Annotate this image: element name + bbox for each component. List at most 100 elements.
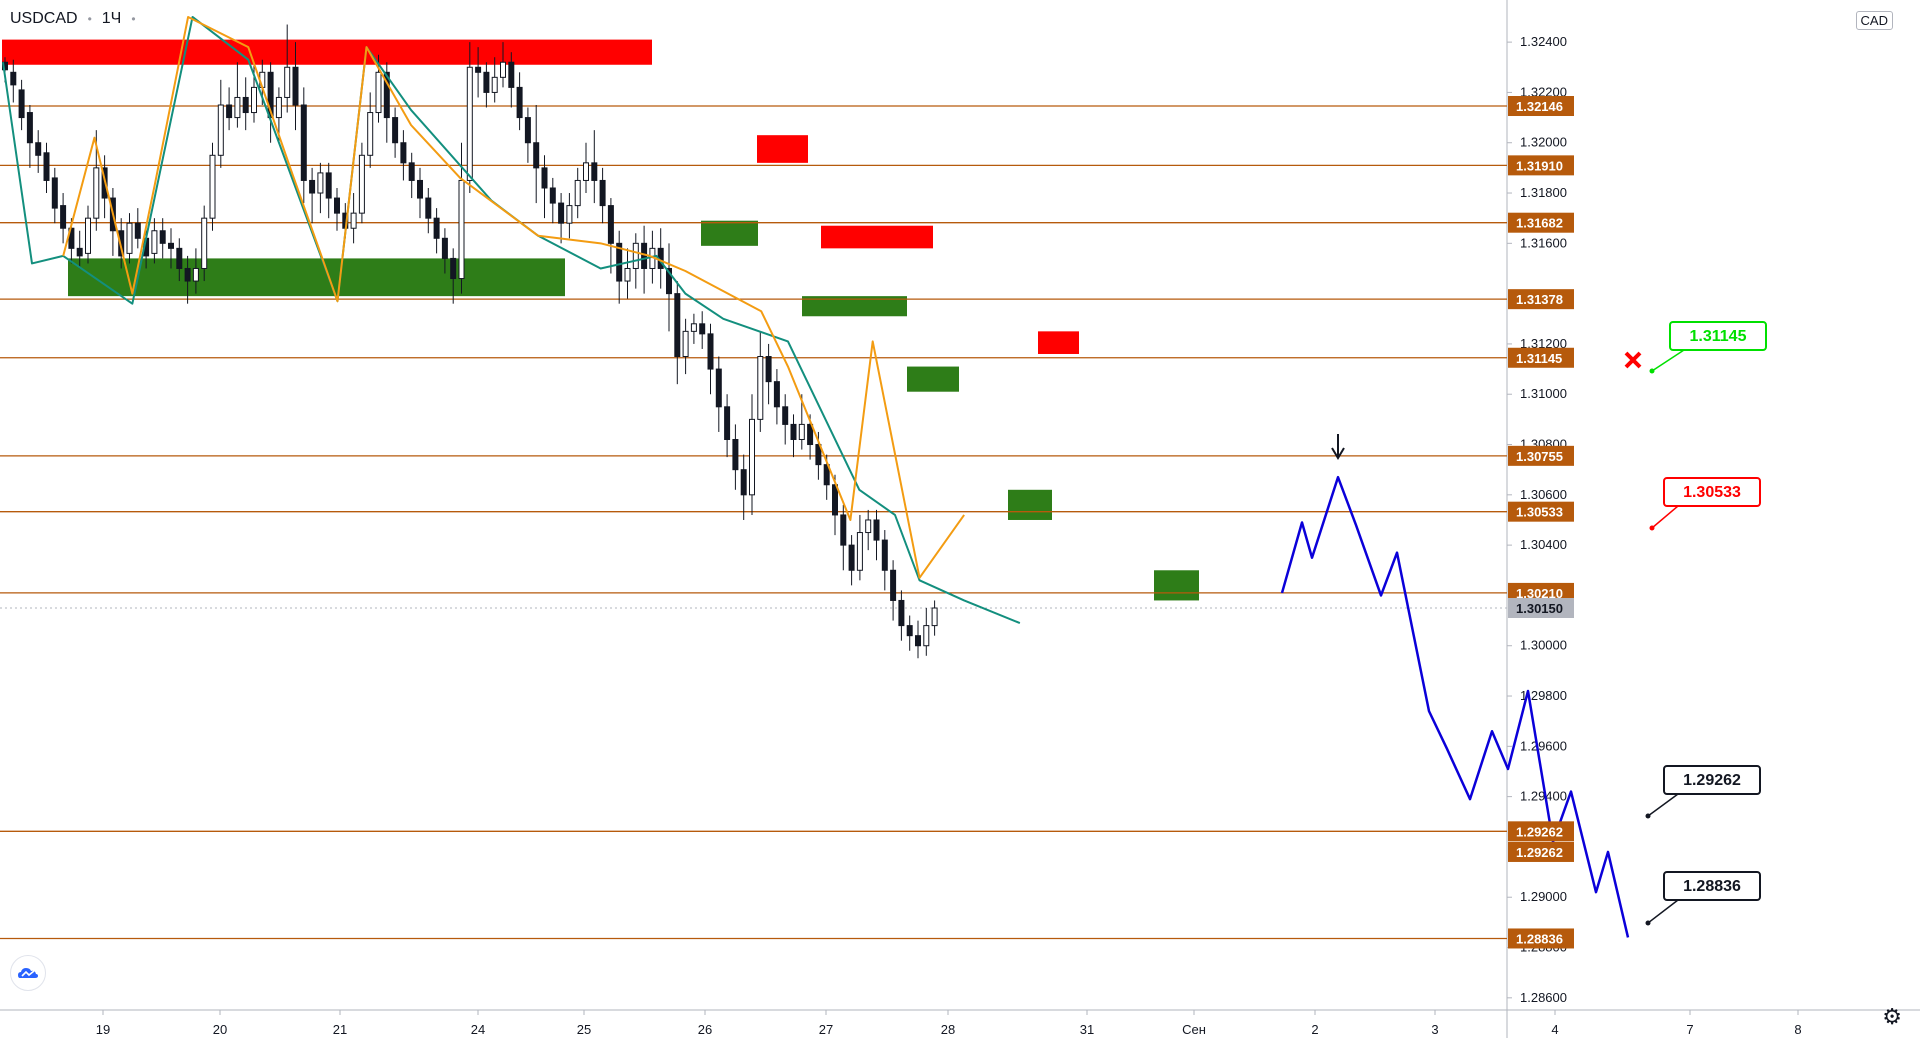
- candle-body: [823, 464, 830, 486]
- candle: [483, 62, 490, 108]
- support-zone: [907, 366, 959, 392]
- candle: [607, 198, 614, 274]
- candle: [715, 356, 722, 432]
- cloud-icon: [18, 968, 38, 978]
- candle-body: [491, 76, 498, 93]
- candle: [790, 414, 797, 458]
- candle-body: [93, 167, 100, 219]
- candle: [583, 142, 589, 194]
- candle: [292, 42, 299, 131]
- candle: [558, 193, 565, 244]
- candle: [134, 208, 141, 249]
- candle-body: [674, 293, 681, 357]
- candle: [408, 152, 415, 199]
- callout-pointer: [1647, 793, 1679, 817]
- candle: [441, 228, 448, 274]
- level-price-label-bg: [1508, 501, 1574, 522]
- x-tick-label: 3: [1431, 1022, 1438, 1037]
- candle-body: [923, 625, 930, 647]
- callout-label: 1.31145: [1690, 328, 1747, 345]
- level-price-label: 1.30533: [1508, 501, 1574, 522]
- x-tick-label: 24: [471, 1022, 485, 1037]
- candle-body: [715, 368, 722, 408]
- callout-pointer: [1647, 899, 1679, 924]
- x-tick-label: 4: [1551, 1022, 1558, 1037]
- candle-body: [151, 230, 158, 254]
- candle-body: [773, 381, 780, 408]
- candle-body: [881, 539, 888, 571]
- level-price-label-text: 1.31145: [1516, 351, 1562, 366]
- interval-label[interactable]: 1Ч: [101, 10, 122, 27]
- candle: [309, 167, 316, 224]
- candle-body: [10, 71, 17, 86]
- candle: [516, 72, 523, 131]
- candle: [85, 205, 91, 264]
- candle-body: [566, 205, 573, 224]
- level-price-label-bg: [1508, 96, 1574, 117]
- callout-box: [1663, 477, 1761, 507]
- candle: [890, 560, 897, 621]
- symbol-header[interactable]: USDCAD • 1Ч •: [10, 10, 136, 28]
- level-price-label: 1.30210: [1508, 582, 1574, 603]
- candle: [782, 394, 789, 445]
- candle-body: [159, 230, 166, 244]
- tradingview-logo[interactable]: [10, 955, 46, 991]
- candle: [433, 208, 440, 254]
- last-price-label-text: 1.30150: [1516, 601, 1563, 616]
- candle-body: [707, 333, 714, 370]
- candle: [425, 187, 432, 234]
- candle-body: [749, 418, 755, 496]
- level-price-label-text: 1.30533: [1516, 505, 1563, 520]
- close-icon: [1624, 351, 1642, 369]
- candle: [126, 213, 133, 264]
- price-callout: 1.29262: [1645, 765, 1761, 819]
- candle-body: [51, 177, 58, 209]
- candle-body: [483, 71, 490, 93]
- candle: [18, 79, 25, 131]
- candle: [192, 248, 199, 294]
- y-tick-label: 1.30600: [1520, 487, 1567, 502]
- candle: [666, 243, 672, 332]
- candle-body: [275, 96, 282, 119]
- candle-body: [508, 61, 515, 88]
- level-price-label-bg: [1508, 155, 1574, 176]
- candle-body: [583, 162, 589, 181]
- last-price-label-bg: [1508, 598, 1574, 618]
- candle: [524, 107, 531, 163]
- y-tick-label: 1.28600: [1520, 990, 1567, 1005]
- y-tick-label: 1.30400: [1520, 537, 1567, 552]
- candle-body: [599, 179, 606, 207]
- candle: [234, 62, 241, 128]
- candle-body: [60, 205, 67, 229]
- resistance-zone: [1038, 331, 1079, 354]
- y-tick-label: 1.31200: [1520, 336, 1567, 351]
- currency-badge[interactable]: CAD: [1855, 11, 1893, 30]
- candle: [60, 193, 67, 244]
- gear-icon[interactable]: ⚙: [1882, 1004, 1902, 1029]
- level-price-label: 1.31145: [1508, 347, 1574, 368]
- callout-box: [1663, 871, 1761, 901]
- candle-body: [201, 217, 208, 269]
- separator-dot-2: •: [131, 12, 136, 26]
- support-zone: [802, 296, 907, 317]
- candle: [699, 311, 706, 349]
- resistance-zone: [821, 225, 933, 249]
- price-callout: 1.31145: [1649, 321, 1767, 374]
- candle-body: [724, 406, 731, 440]
- candle-body: [732, 438, 739, 471]
- candle-body: [35, 142, 42, 156]
- separator-dot-1: •: [87, 12, 92, 26]
- candle-body: [309, 179, 316, 194]
- level-price-label: 1.29262: [1508, 841, 1574, 862]
- candle-body: [890, 569, 897, 601]
- candle: [931, 600, 938, 636]
- candle: [508, 52, 515, 108]
- y-tick-label: 1.32000: [1520, 135, 1567, 150]
- price-callout: 1.30533: [1649, 477, 1761, 531]
- candle-body: [375, 71, 382, 114]
- x-tick-label: 26: [698, 1022, 712, 1037]
- candle: [500, 42, 506, 88]
- callout-label: 1.28836: [1683, 878, 1741, 895]
- y-tick-label: 1.31800: [1520, 185, 1567, 200]
